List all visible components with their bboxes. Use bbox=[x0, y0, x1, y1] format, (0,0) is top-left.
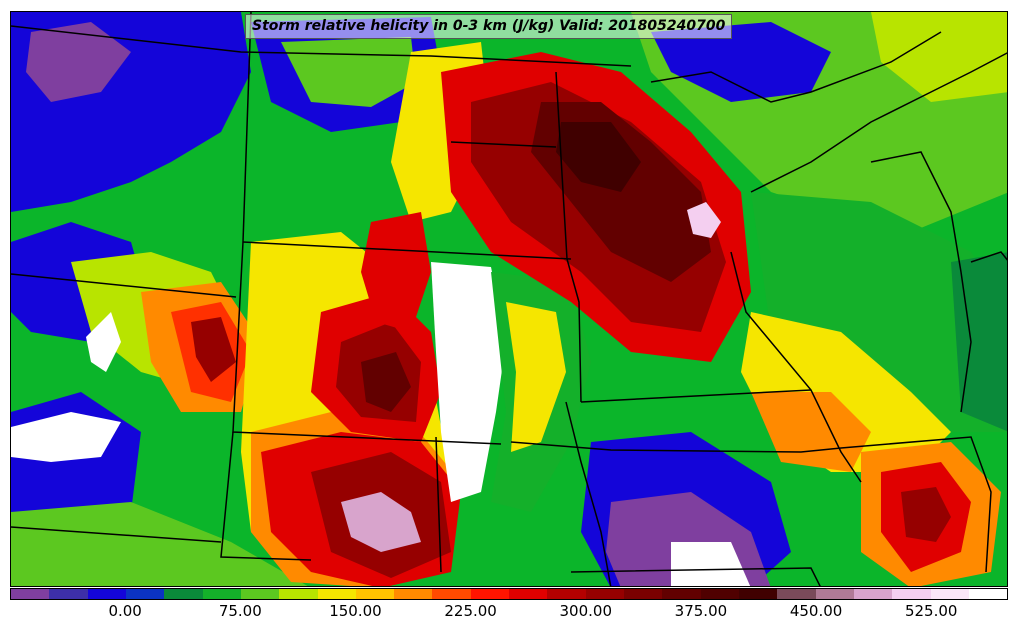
colorbar-tick-label: 450.00 bbox=[789, 602, 843, 620]
border-ks-ok bbox=[220, 431, 312, 561]
colorbar-tick-label: 150.00 bbox=[329, 602, 382, 620]
border-superior-north bbox=[650, 31, 942, 103]
colorbar-labels: 0.00 75.00 150.00 225.00 300.00 375.00 450.00 5… bbox=[10, 602, 1008, 626]
colorbar-swatch bbox=[853, 589, 893, 599]
border-nd-sd bbox=[450, 141, 557, 148]
field-white-missouri bbox=[671, 542, 751, 586]
colorbar-swatch bbox=[202, 589, 241, 599]
field-blue-northeast bbox=[651, 22, 831, 102]
colorbar-tick-label: 375.00 bbox=[674, 602, 728, 620]
border-michigan-east bbox=[970, 251, 1007, 263]
colorbar bbox=[10, 588, 1008, 600]
helicity-map bbox=[10, 11, 1008, 587]
field-yellow-kansas bbox=[506, 302, 566, 452]
border-il-in bbox=[840, 436, 992, 573]
field-pink-minnesota bbox=[687, 202, 721, 238]
colorbar-swatch bbox=[470, 589, 510, 599]
map-canvas bbox=[11, 12, 1007, 586]
colorbar-swatch bbox=[738, 589, 778, 599]
border-az-nm bbox=[11, 526, 222, 543]
colorbar-swatch bbox=[777, 589, 816, 599]
colorbar-swatch bbox=[355, 589, 395, 599]
colorbar-swatch bbox=[815, 589, 854, 599]
colorbar-swatch bbox=[125, 589, 165, 599]
border-ia-mo bbox=[510, 441, 842, 453]
border-missouri-river bbox=[565, 401, 612, 586]
colorbar-swatch bbox=[662, 589, 701, 599]
colorbar-swatch bbox=[240, 589, 280, 599]
field-yellow-northeast bbox=[871, 12, 1007, 102]
border-wy-north bbox=[242, 241, 572, 260]
colorbar-swatch bbox=[11, 589, 50, 599]
field-white-west-small bbox=[86, 312, 121, 372]
field-maroon-dark-dakotas bbox=[556, 122, 641, 192]
state-borders bbox=[11, 12, 1007, 586]
field-red-wyoming bbox=[361, 212, 431, 332]
colorbar-tick-label: 75.00 bbox=[218, 602, 262, 620]
colorbar-tick-label: 525.00 bbox=[904, 602, 958, 620]
colorbar-swatch bbox=[432, 589, 471, 599]
field-white-southwest bbox=[11, 412, 121, 462]
border-ia-mn bbox=[580, 389, 812, 403]
field-purple-northwest bbox=[26, 22, 131, 102]
border-mt-wy bbox=[242, 12, 252, 243]
border-mn-wi bbox=[730, 251, 862, 483]
colorbar-swatch bbox=[547, 589, 586, 599]
colorbar-tick-label: 300.00 bbox=[559, 602, 613, 620]
colorbar-swatch bbox=[394, 589, 433, 599]
colorbar-tick-label: 0.00 bbox=[108, 602, 142, 620]
colorbar-swatch bbox=[49, 589, 88, 599]
map-title: Storm relative helicity in 0-3 km (J/kg)… bbox=[245, 14, 733, 39]
colorbar-swatch bbox=[585, 589, 624, 599]
field-dark-red-west bbox=[191, 317, 236, 382]
field-green-southwest bbox=[11, 502, 308, 586]
colorbar-tick-label: 225.00 bbox=[444, 602, 497, 620]
field-lavender-central-south bbox=[341, 492, 421, 552]
border-great-lakes bbox=[750, 52, 1007, 193]
field-dark-red-southeast bbox=[901, 487, 951, 542]
border-dakota-minn bbox=[555, 71, 582, 403]
colorbar-swatch bbox=[930, 589, 969, 599]
colorbar-swatch bbox=[317, 589, 356, 599]
colorbar-swatch bbox=[87, 589, 126, 599]
border-canada-us bbox=[11, 25, 632, 67]
border-ut-nv bbox=[11, 273, 237, 298]
colorbar-swatch bbox=[968, 589, 1008, 599]
colorbar-swatch bbox=[700, 589, 739, 599]
colorbar-swatch bbox=[624, 589, 663, 599]
colorbar-swatch bbox=[279, 589, 318, 599]
border-mo-ar bbox=[570, 567, 821, 586]
colorbar-swatch bbox=[164, 589, 203, 599]
border-co-ks bbox=[435, 436, 442, 573]
border-lake-michigan bbox=[870, 151, 972, 413]
colorbar-swatch bbox=[892, 589, 931, 599]
helicity-contour-fields bbox=[11, 12, 1007, 586]
colorbar-swatch bbox=[509, 589, 548, 599]
field-maroon-colorado bbox=[361, 352, 411, 412]
